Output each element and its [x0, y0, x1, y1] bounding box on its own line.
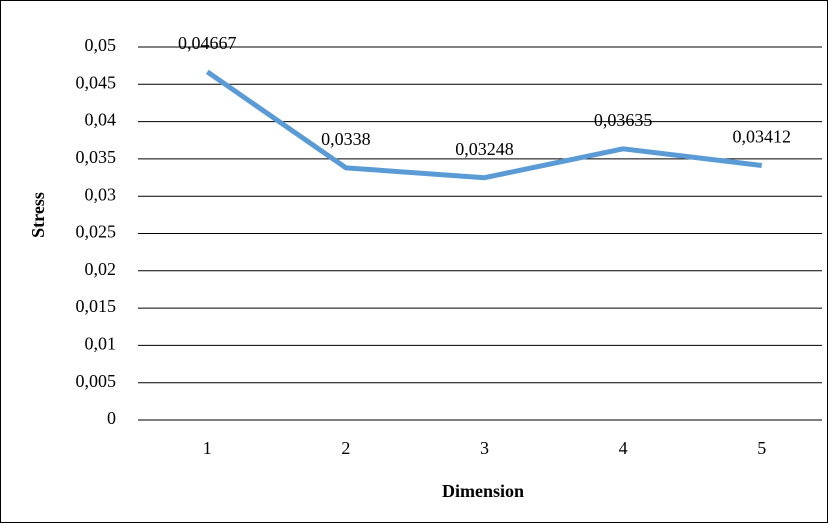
data-label: 0,0338 — [321, 129, 371, 149]
data-label: 0,03412 — [732, 127, 791, 147]
y-tick-label: 0 — [107, 408, 116, 428]
x-tick-label: 2 — [341, 438, 350, 458]
y-tick-label: 0,035 — [76, 147, 117, 167]
x-tick-label: 3 — [480, 438, 489, 458]
x-tick-label: 1 — [203, 438, 212, 458]
y-tick-label: 0,05 — [85, 35, 117, 55]
data-label: 0,04667 — [178, 33, 237, 53]
data-label: 0,03635 — [594, 110, 653, 130]
y-tick-label: 0,02 — [85, 259, 117, 279]
y-tick-label: 0,005 — [76, 371, 117, 391]
y-tick-label: 0,045 — [76, 72, 117, 92]
y-axis-title: Stress — [28, 192, 48, 238]
data-label: 0,03248 — [455, 139, 514, 159]
y-tick-label: 0,03 — [85, 184, 117, 204]
y-tick-label: 0,01 — [85, 334, 117, 354]
y-tick-label: 0,04 — [85, 110, 117, 130]
y-tick-label: 0,025 — [76, 222, 117, 242]
x-tick-label: 5 — [757, 438, 766, 458]
series-line — [205, 69, 762, 181]
y-tick-label: 0,015 — [76, 296, 117, 316]
x-tick-label: 4 — [619, 438, 628, 458]
x-axis-title: Dimension — [442, 481, 524, 501]
